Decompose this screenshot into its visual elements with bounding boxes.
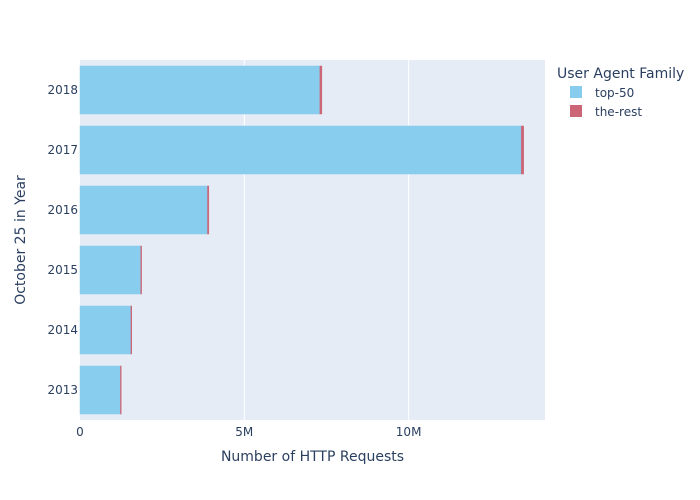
bar-top-50-2014[interactable]: [79, 305, 132, 355]
bar-top-50-2016[interactable]: [79, 185, 208, 235]
bar-the-rest-2017[interactable]: [521, 125, 524, 175]
legend-swatch-top-50: [570, 86, 582, 98]
y-tick-label: 2016: [47, 203, 78, 217]
x-tick-label: 10M: [396, 425, 422, 439]
bar-top-50-2013[interactable]: [79, 365, 121, 415]
plot-area: [80, 60, 545, 420]
y-tick-label: 2013: [47, 383, 78, 397]
bar-top-50-2018[interactable]: [79, 65, 321, 115]
x-axis-ticks: 0 5M 10M: [76, 425, 421, 439]
y-axis-title: October 25 in Year: [13, 175, 29, 305]
bar-top-50-2015[interactable]: [79, 245, 142, 295]
bar-the-rest-2013[interactable]: [120, 365, 122, 415]
legend[interactable]: User Agent Family top-50 the-rest: [557, 66, 684, 119]
bar-the-rest-2014[interactable]: [130, 305, 132, 355]
y-tick-label: 2014: [47, 323, 78, 337]
legend-title: User Agent Family: [557, 66, 684, 82]
x-gridlines: [243, 60, 410, 420]
x-tick-label: 0: [76, 425, 84, 439]
x-tick-label: 5M: [235, 425, 253, 439]
y-tick-label: 2015: [47, 263, 78, 277]
bar-top-50-2017[interactable]: [79, 125, 522, 175]
x-axis-title: Number of HTTP Requests: [221, 449, 404, 465]
legend-items[interactable]: top-50 the-rest: [570, 86, 642, 119]
bar-the-rest-2016[interactable]: [207, 185, 210, 235]
bar-the-rest-2018[interactable]: [319, 65, 323, 115]
y-axis-ticks: 2013 2014 2015 2016 2017 2018: [47, 83, 78, 397]
y-tick-label: 2018: [47, 83, 78, 97]
legend-label-top-50[interactable]: top-50: [595, 86, 634, 100]
legend-swatch-the-rest: [570, 105, 582, 117]
legend-label-the-rest[interactable]: the-rest: [595, 105, 642, 119]
bar-the-rest-2015[interactable]: [140, 245, 142, 295]
y-tick-label: 2017: [47, 143, 78, 157]
bars: [79, 65, 524, 415]
